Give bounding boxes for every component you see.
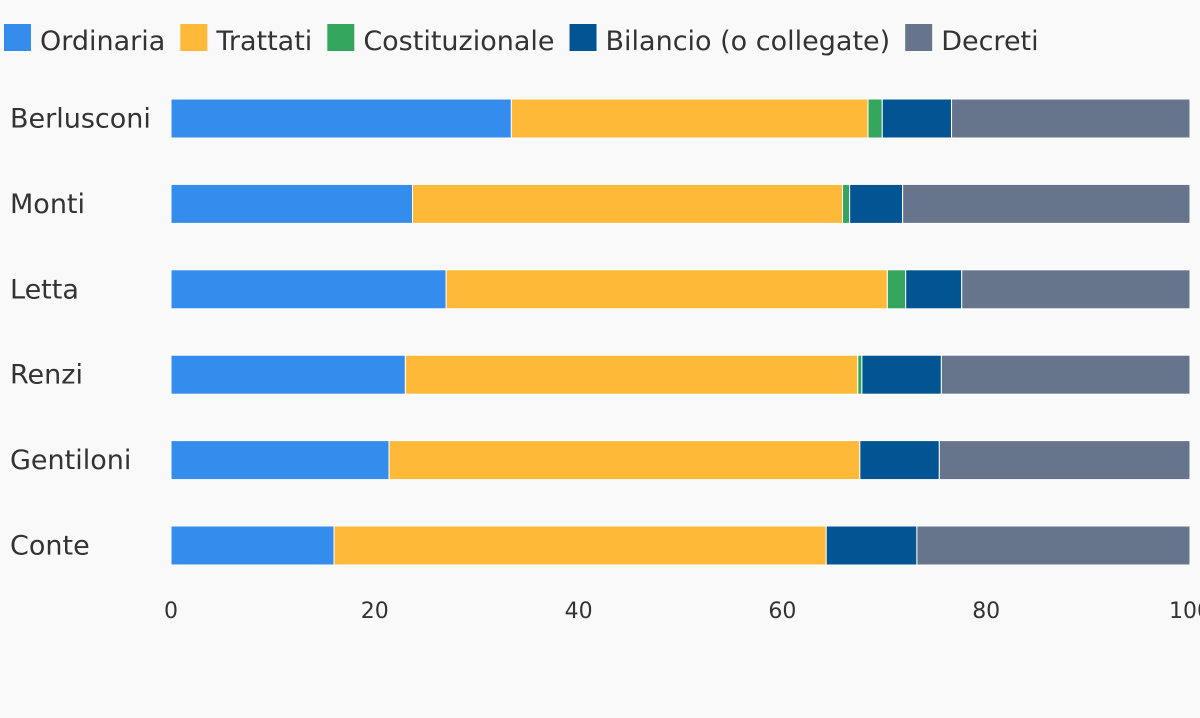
bar-letta-bilancio-o-collegate	[905, 269, 963, 310]
bar-renzi-decreti	[940, 354, 1191, 395]
category-label-letta: Letta	[10, 274, 79, 305]
bar-conte-bilancio-o-collegate	[825, 525, 918, 566]
bar-gentiloni-decreti	[938, 440, 1191, 481]
category-label-gentiloni: Gentiloni	[10, 445, 131, 476]
x-tick-label-60: 60	[768, 599, 796, 624]
legend-swatch-trattati	[180, 24, 208, 51]
bar-monti-decreti	[902, 183, 1191, 224]
legend-swatch-ordinaria	[4, 24, 31, 51]
legend-label-costituzionale: Costituzionale	[363, 26, 554, 57]
bar-renzi-costituzionale	[857, 354, 863, 395]
bar-monti-trattati	[412, 183, 844, 224]
x-tick-label-40: 40	[565, 599, 593, 624]
category-label-renzi: Renzi	[10, 360, 83, 391]
category-label-conte: Conte	[10, 531, 90, 562]
bar-renzi-bilancio-o-collegate	[861, 354, 942, 395]
x-tick-label-80: 80	[972, 599, 1000, 624]
x-tick-label-0: 0	[164, 599, 178, 624]
x-axis: 0 20 40 60 80 100	[164, 599, 1200, 624]
x-tick-label-100: 100	[1169, 599, 1200, 624]
legend-label-trattati: Trattati	[215, 26, 312, 57]
legend-label-decreti: Decreti	[941, 26, 1038, 57]
bar-renzi-ordinaria	[170, 354, 406, 395]
bar-berlusconi-trattati	[510, 98, 869, 139]
bar-berlusconi-ordinaria	[170, 98, 512, 139]
bar-conte-ordinaria	[170, 525, 335, 566]
x-tick-label-20: 20	[361, 599, 389, 624]
bar-monti-bilancio-o-collegate	[849, 183, 904, 224]
legend-swatch-costituzionale	[327, 24, 355, 51]
legend-swatch-decreti	[905, 24, 933, 51]
legend-label-bilancio-o-collegate: Bilancio (o collegate)	[606, 26, 891, 57]
legend: Ordinaria Trattati Costituzionale Bilancio …	[4, 24, 1039, 57]
bar-renzi-trattati	[404, 354, 859, 395]
legend-label-ordinaria: Ordinaria	[40, 26, 165, 57]
bar-berlusconi-decreti	[951, 98, 1191, 139]
bar-gentiloni-bilancio-o-collegate	[859, 440, 940, 481]
bar-conte-trattati	[333, 525, 827, 566]
bar-monti-ordinaria	[170, 183, 414, 224]
bar-berlusconi-costituzionale	[867, 98, 883, 139]
category-label-monti: Monti	[10, 189, 85, 220]
bar-gentiloni-trattati	[388, 440, 861, 481]
bar-gentiloni-ordinaria	[170, 440, 390, 481]
bar-letta-decreti	[961, 269, 1191, 310]
category-labels: Berlusconi Monti Letta Renzi Gentiloni Conte	[10, 104, 151, 562]
bar-monti-costituzionale	[842, 183, 851, 224]
bar-conte-decreti	[916, 525, 1191, 566]
bars	[170, 98, 1191, 566]
category-label-berlusconi: Berlusconi	[10, 104, 151, 135]
bar-berlusconi-bilancio-o-collegate	[881, 98, 953, 139]
bar-letta-trattati	[445, 269, 888, 310]
bar-letta-ordinaria	[170, 269, 447, 310]
legend-swatch-bilancio-o-collegate	[569, 24, 597, 51]
bar-letta-costituzionale	[886, 269, 907, 310]
